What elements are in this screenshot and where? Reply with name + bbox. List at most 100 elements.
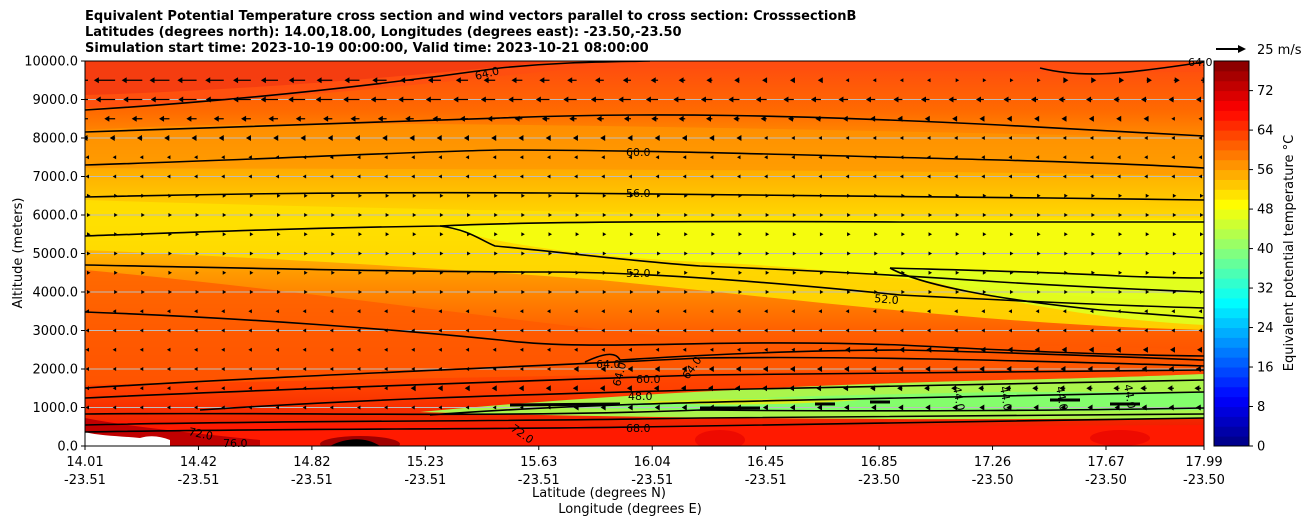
wind-vector-icon [819,193,824,198]
wind-vector-icon [1086,96,1093,103]
wind-vector-icon [249,251,254,256]
wind-vector-icon [384,155,388,160]
wind-vector-icon [302,386,307,391]
wind-vector-icon [277,290,281,294]
wind-vector-icon [248,405,252,410]
wind-vector-icon [464,385,470,392]
colorbar-segment [1214,61,1249,72]
wind-vector-icon [952,366,958,372]
wind-vector-icon [1091,77,1097,84]
wind-vector-icon [545,135,551,141]
wind-vector-icon [249,213,254,217]
wind-vector-icon [438,347,442,352]
wind-vector-icon [249,193,254,198]
contour-label: 44.0 [950,385,967,411]
wind-vector-icon [1091,290,1095,294]
wind-vector-icon [483,77,496,84]
y-tick-label: 4000.0 [33,286,79,301]
wind-vector-icon [384,347,388,352]
wind-vector-icon [412,213,417,217]
wind-vector-icon [329,309,334,314]
wind-vector-icon [494,251,498,256]
wind-vector-icon [653,385,659,392]
wind-vector-icon [384,328,388,333]
wind-vector-icon [596,115,604,122]
wind-vector-icon [982,232,987,237]
wind-vector-icon [952,404,958,411]
wind-vector-icon [384,386,388,391]
wind-vector-icon [872,78,877,83]
wind-vector-icon [1198,155,1202,160]
wind-vector-icon [1114,404,1120,411]
wind-vector-icon [1168,404,1174,411]
y-tick-label: 3000.0 [33,324,79,339]
wind-vector-icon [847,270,851,275]
wind-vector-icon [817,404,823,411]
y-tick-label: 2000.0 [33,363,79,378]
wind-vector-icon [874,213,878,217]
wind-vector-icon [927,136,931,140]
wind-vector-icon [1117,136,1121,140]
wind-vector-icon [248,155,252,160]
wind-vector-icon [847,251,851,256]
wind-vector-icon [1117,155,1121,160]
wind-vector-icon [1035,155,1040,160]
wind-vector-icon [112,309,117,314]
wind-vector-icon [982,251,987,256]
wind-vector-icon [519,174,524,179]
wind-vector-icon [480,96,496,103]
wind-vector-icon [1091,213,1095,217]
wind-vector-icon [329,347,334,352]
wind-vector-icon [275,347,280,352]
wind-vector-icon [1087,404,1093,411]
wind-vector-icon [288,96,306,103]
wind-vector-icon [194,174,198,179]
wind-vector-icon [627,404,633,411]
wind-vector-icon [654,404,660,411]
wind-vector-icon [358,270,362,275]
wind-vector-icon [546,328,551,333]
wind-vector-icon [194,405,198,410]
wind-vector-icon [924,385,930,392]
wind-vector-icon [954,136,958,140]
wind-vector-icon [112,347,117,352]
wind-vector-icon [195,232,200,237]
wind-vector-icon [465,328,470,333]
wind-vector-icon [1088,115,1094,122]
wind-vector-icon [221,347,225,352]
wind-vector-icon [248,367,252,371]
wind-vector-icon [628,174,632,179]
wind-vector-icon [838,96,849,103]
wind-vector-icon [870,385,876,392]
wind-vector-icon [602,193,607,198]
wind-vector-icon [924,115,930,122]
y-tick-label: 10000.0 [24,55,78,70]
wind-vector-icon [1195,366,1201,372]
wind-vector-icon [927,328,931,333]
wind-vector-icon [817,366,823,372]
wind-vector-icon [979,366,985,372]
wind-vector-icon [844,404,850,411]
wind-vector-icon [432,115,441,122]
wind-vector-icon [535,96,550,103]
wind-vector-icon [629,193,634,198]
wind-vector-icon [465,367,470,371]
wind-vector-icon [847,232,851,237]
wind-vector-icon [600,135,606,141]
wind-vector-icon [981,174,985,179]
colorbar-segment [1214,70,1249,82]
wind-vector-icon [412,251,417,256]
x-tick-label-lat: 17.26 [974,455,1011,470]
wind-vector-icon [762,404,768,411]
wind-vector-icon [901,251,905,256]
wind-vector-icon [1091,251,1095,256]
wind-vector-icon [711,290,715,294]
wind-vector-icon [221,174,225,179]
wind-vector-icon [467,270,471,275]
wind-vector-icon [1172,193,1177,198]
wind-vector-icon [618,96,631,103]
wind-vector-icon [818,328,822,333]
wind-vector-icon [315,96,333,103]
wind-vector-icon [275,405,280,410]
wind-vector-icon [1060,366,1066,372]
